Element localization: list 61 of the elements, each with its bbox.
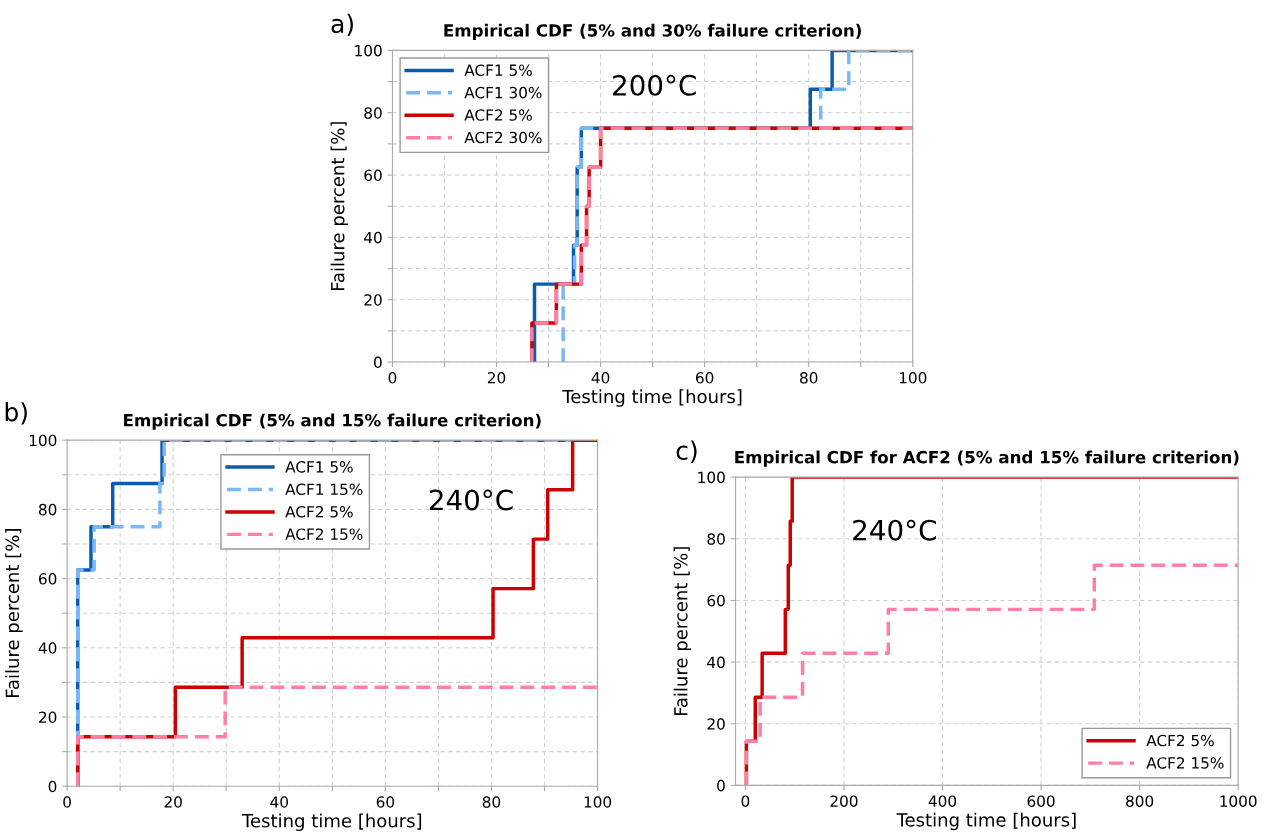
y-tick-label: 20	[39, 711, 57, 724]
y-tick-label: 80	[707, 533, 725, 545]
y-tick-label: 60	[39, 573, 57, 585]
y-tick-label: 0	[48, 780, 57, 793]
y-tick-label: 0	[374, 356, 382, 369]
y-tick-label: 20	[364, 294, 382, 306]
x-tick-label: 80	[482, 796, 501, 808]
x-tick-label: 0	[741, 795, 750, 807]
text: a)	[331, 13, 353, 37]
legend-label: ACF2 15%	[1146, 757, 1224, 769]
x-tick-label: 200	[830, 795, 858, 807]
x-tick-label: 20	[164, 796, 182, 808]
x-axis-title: Testing time [hours]	[241, 813, 422, 831]
legend-label: ACF2 15%	[285, 528, 363, 540]
y-tick-label: 20	[707, 718, 725, 730]
x-tick-label: 40	[591, 372, 610, 384]
x-axis-title: Testing time [hours]	[562, 389, 742, 407]
y-tick-label: 100	[355, 44, 382, 57]
y-axis-title: Failure percent [%]	[673, 547, 692, 716]
chart-title: Empirical CDF (5% and 15% failure criterion)	[124, 413, 541, 430]
y-tick-label: 40	[38, 642, 57, 654]
chart-title: Empirical CDF (5% and 30% failure criterion)	[444, 23, 861, 40]
x-tick-label: 0	[63, 796, 71, 808]
y-tick-label: 100	[698, 471, 725, 484]
y-tick-label: 80	[38, 503, 57, 516]
y-axis-title: Failure percent [%]	[330, 122, 349, 291]
x-tick-label: 1000	[1220, 795, 1257, 807]
x-tick-label: 20	[487, 372, 506, 384]
y-tick-label: 60	[707, 594, 725, 607]
legend-label: ACF1 5%	[464, 64, 532, 76]
x-axis-title: Testing time [hours]	[896, 812, 1076, 831]
x-tick-label: 60	[696, 372, 714, 384]
y-tick-label: 60	[364, 169, 382, 182]
y-tick-label: 40	[364, 231, 382, 244]
y-tick-label: 100	[29, 434, 57, 447]
y-tick-label: 0	[717, 779, 725, 792]
x-tick-label: 40	[270, 796, 288, 808]
text: b)	[5, 402, 27, 425]
y-axis-title: Failure percent [%]	[5, 529, 23, 698]
legend-label: ACF2 30%	[464, 131, 542, 144]
x-tick-label: 60	[376, 796, 395, 808]
x-tick-label: 400	[928, 795, 957, 807]
annotation: 240°C	[429, 489, 513, 511]
y-tick-label: 80	[364, 107, 382, 119]
x-tick-label: 80	[800, 372, 818, 384]
x-tick-label: 100	[899, 372, 927, 384]
annotation: 200°C	[613, 74, 696, 96]
legend-label: ACF1 5%	[285, 461, 353, 473]
legend-label: ACF2 5%	[464, 109, 532, 121]
x-tick-label: 600	[1027, 795, 1055, 807]
legend-label: ACF2 5%	[1146, 734, 1214, 747]
annotation: 240°C	[853, 519, 936, 541]
text: c)	[676, 440, 697, 463]
x-tick-label: 100	[584, 796, 612, 808]
legend-label: ACF1 15%	[285, 483, 363, 496]
y-tick-label: 40	[707, 656, 725, 669]
legend-label: ACF1 30%	[464, 86, 542, 99]
x-tick-label: 800	[1126, 795, 1154, 807]
legend-label: ACF2 5%	[285, 505, 353, 518]
chart-title: Empirical CDF for ACF2 (5% and 15% failure criterion)	[735, 450, 1239, 467]
x-tick-label: 0	[388, 372, 397, 384]
